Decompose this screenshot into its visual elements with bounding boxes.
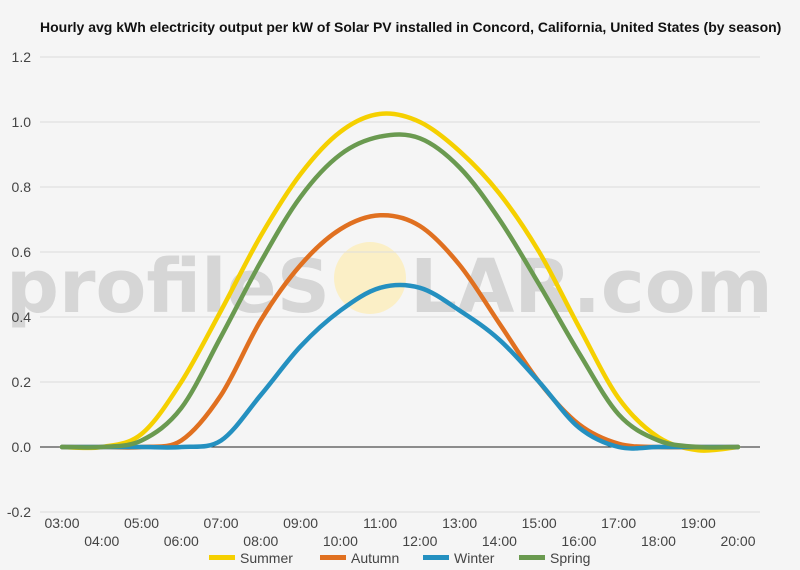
x-tick-label: 08:00 — [243, 533, 278, 549]
legend-swatch-summer — [209, 555, 235, 560]
y-tick-label: 0.0 — [12, 439, 32, 455]
x-tick-label: 05:00 — [124, 515, 159, 531]
series-line-winter — [59, 282, 741, 451]
series-line-autumn — [59, 212, 741, 450]
x-tick-label: 18:00 — [641, 533, 676, 549]
x-tick-label: 10:00 — [323, 533, 358, 549]
x-tick-label: 20:00 — [720, 533, 755, 549]
legend-label-winter: Winter — [454, 550, 495, 566]
y-tick-label: 1.0 — [12, 114, 32, 130]
x-tick-label: 15:00 — [522, 515, 557, 531]
legend-swatch-winter — [423, 555, 449, 560]
x-tick-label: 03:00 — [44, 515, 79, 531]
y-tick-label: 0.6 — [12, 244, 32, 260]
chart-title: Hourly avg kWh electricity output per kW… — [40, 19, 782, 35]
y-tick-label: -0.2 — [7, 504, 31, 520]
x-tick-label: 19:00 — [681, 515, 716, 531]
x-tick-label: 09:00 — [283, 515, 318, 531]
legend-label-spring: Spring — [550, 550, 590, 566]
watermark: profileS LAR.com — [6, 242, 773, 330]
series-line-summer — [59, 111, 741, 453]
y-tick-label: 1.2 — [12, 49, 32, 65]
legend-label-autumn: Autumn — [351, 550, 399, 566]
legend-swatch-spring — [519, 555, 545, 560]
x-tick-label: 12:00 — [402, 533, 437, 549]
legend-swatch-autumn — [320, 555, 346, 560]
x-tick-label: 16:00 — [561, 533, 596, 549]
legend: Summer Autumn Winter Spring — [209, 550, 590, 566]
x-tick-label: 04:00 — [84, 533, 119, 549]
series-lines — [59, 111, 741, 453]
x-tick-label: 17:00 — [601, 515, 636, 531]
y-axis: -0.2 0.0 0.2 0.4 0.6 0.8 1.0 1.2 — [7, 49, 31, 520]
watermark-prefix: profileS — [6, 244, 330, 330]
x-tick-label: 06:00 — [164, 533, 199, 549]
watermark-sun-logo — [334, 242, 406, 314]
y-tick-label: 0.2 — [12, 374, 32, 390]
x-tick-label: 13:00 — [442, 515, 477, 531]
x-tick-label: 14:00 — [482, 533, 517, 549]
series-line-spring — [59, 132, 741, 450]
y-tick-label: 0.4 — [12, 309, 32, 325]
x-tick-label: 07:00 — [204, 515, 239, 531]
y-tick-label: 0.8 — [12, 179, 32, 195]
legend-label-summer: Summer — [240, 550, 293, 566]
x-tick-label: 11:00 — [363, 515, 397, 531]
